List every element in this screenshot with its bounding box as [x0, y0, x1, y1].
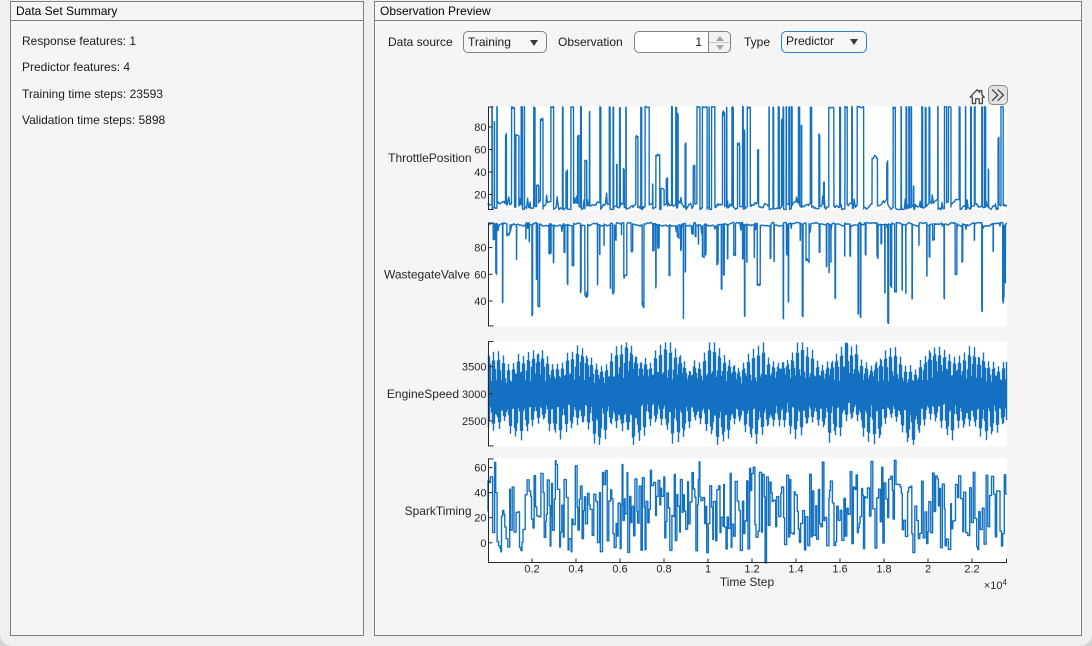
- svg-text:0.4: 0.4: [568, 564, 583, 576]
- svg-text:EngineSpeed: EngineSpeed: [387, 387, 459, 401]
- svg-text:1.4: 1.4: [788, 564, 803, 576]
- svg-text:ThrottlePosition: ThrottlePosition: [388, 151, 471, 165]
- svg-text:1.6: 1.6: [832, 564, 847, 576]
- svg-text:80: 80: [474, 122, 486, 134]
- svg-text:1: 1: [705, 564, 711, 576]
- svg-text:×104: ×104: [984, 578, 1008, 592]
- svg-text:WastegateValve: WastegateValve: [384, 268, 470, 282]
- svg-text:Time Step: Time Step: [720, 575, 775, 589]
- svg-text:3500: 3500: [462, 362, 486, 374]
- svg-text:80: 80: [474, 243, 486, 255]
- svg-text:20: 20: [474, 513, 486, 525]
- svg-text:2: 2: [925, 564, 931, 576]
- svg-text:60: 60: [474, 145, 486, 157]
- svg-text:0.2: 0.2: [524, 564, 539, 576]
- svg-text:40: 40: [474, 167, 486, 179]
- svg-text:20: 20: [474, 190, 486, 202]
- svg-text:2500: 2500: [462, 416, 486, 428]
- svg-text:0.6: 0.6: [612, 564, 627, 576]
- svg-text:40: 40: [474, 296, 486, 308]
- svg-text:40: 40: [474, 488, 486, 500]
- svg-text:2.2: 2.2: [964, 564, 979, 576]
- svg-text:1.8: 1.8: [876, 564, 891, 576]
- svg-text:0: 0: [480, 538, 486, 550]
- svg-text:0.8: 0.8: [656, 564, 671, 576]
- svg-text:SparkTiming: SparkTiming: [405, 504, 472, 518]
- svg-text:3000: 3000: [462, 389, 486, 401]
- svg-text:60: 60: [474, 463, 486, 475]
- svg-text:1.2: 1.2: [744, 564, 759, 576]
- svg-text:60: 60: [474, 269, 486, 281]
